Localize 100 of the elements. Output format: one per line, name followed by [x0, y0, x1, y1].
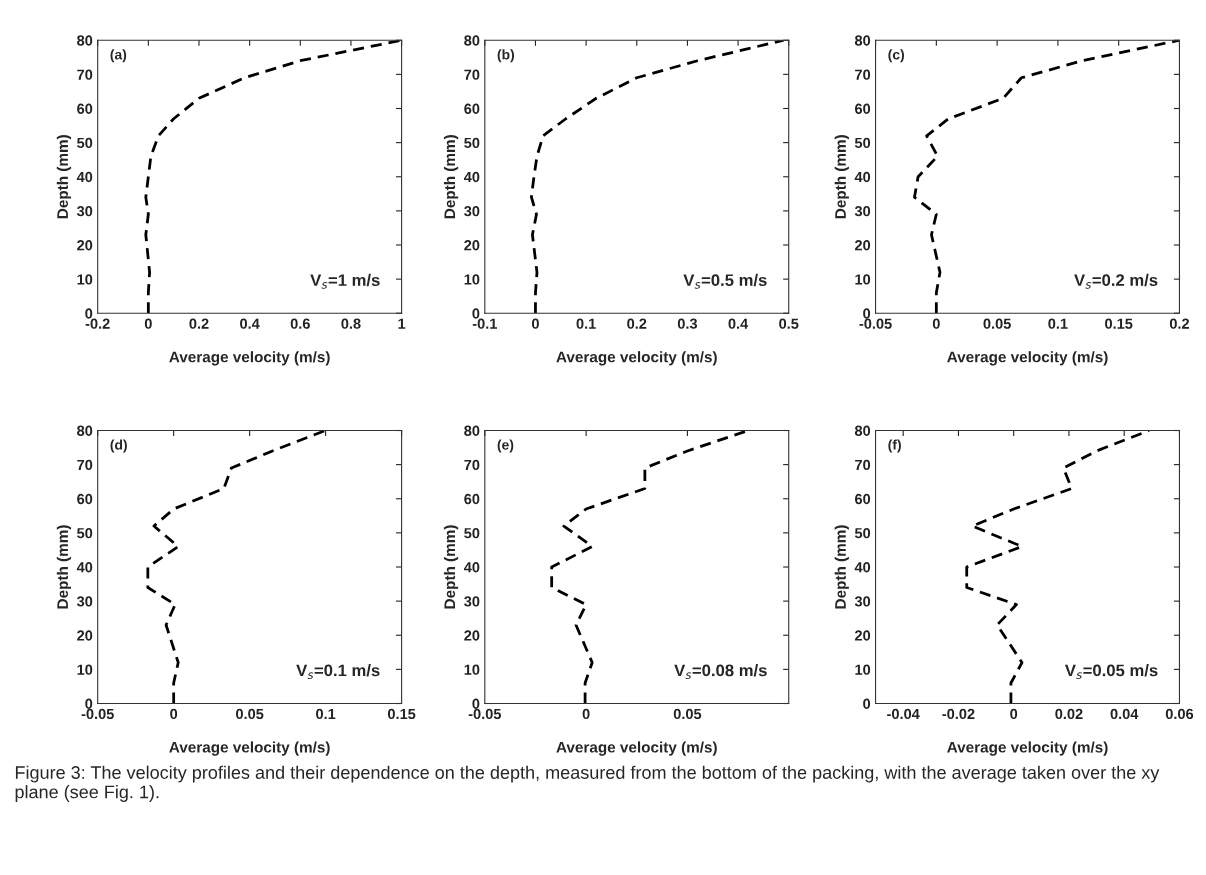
y-tick-label: 80 — [77, 425, 93, 436]
x-axis-title: Average velocity (m/s) — [947, 741, 1108, 756]
y-tick-label: 0 — [863, 308, 871, 319]
y-tick-label: 50 — [464, 137, 480, 149]
y-axis-title: Depth (mm) — [56, 135, 72, 219]
y-tick-label: 40 — [854, 171, 871, 183]
x-tick-label: 0 — [932, 318, 940, 329]
x-tick-label: 0.04 — [1110, 708, 1139, 720]
annotation: (d) — [110, 439, 127, 453]
y-tick-label: 50 — [854, 137, 871, 149]
y-axis-title: Depth (mm) — [443, 135, 459, 219]
x-tick-label: 1 — [398, 318, 406, 329]
y-tick-label: 70 — [855, 459, 871, 471]
caption: Figure 3: The velocity profiles and their dependence on the depth, measured from the bottom of the packing, with the average taken over the xy plane (see Fig. 1). — [15, 765, 1160, 802]
y-tick-label: 0 — [85, 308, 93, 319]
x-tick-label: 0.05 — [673, 708, 702, 720]
x-tick-label: 0.1 — [1048, 318, 1068, 329]
y-tick-label: 0 — [863, 698, 871, 709]
y-tick-label: 0 — [85, 698, 93, 709]
x-tick-label: 0.06 — [1165, 708, 1194, 720]
y-tick-label: 50 — [854, 527, 871, 539]
x-tick-label: -0.1 — [472, 318, 497, 329]
y-axis-title: Depth (mm) — [834, 135, 849, 219]
y-tick-label: 80 — [854, 425, 871, 436]
y-axis-title: Depth (mm) — [834, 525, 849, 609]
x-tick-label: 0.02 — [1055, 708, 1083, 720]
line-series — [530, 40, 786, 314]
y-tick-label: 80 — [77, 35, 93, 46]
y-tick-label: 50 — [77, 527, 93, 539]
y-tick-label: 10 — [464, 274, 480, 285]
y-tick-label: 70 — [855, 69, 871, 80]
y-tick-label: 20 — [854, 630, 871, 641]
x-tick-label: 0 — [531, 318, 539, 329]
y-tick-label: 50 — [464, 527, 480, 539]
x-axis-title: Average velocity (m/s) — [169, 351, 330, 366]
y-tick-label: 40 — [854, 562, 871, 573]
annotation: V$_{s}$=0.05 m/s — [1064, 664, 1158, 680]
y-tick-label: 80 — [464, 35, 480, 46]
y-tick-label: 80 — [464, 425, 480, 436]
x-tick-label: 0 — [170, 708, 178, 720]
x-tick-label: -0.05 — [468, 708, 502, 720]
y-tick-label: 40 — [76, 562, 93, 573]
x-tick-label: 0 — [144, 318, 152, 329]
x-tick-label: -0.2 — [85, 318, 110, 329]
x-tick-label: 0.4 — [728, 318, 749, 329]
annotation: V$_{s}$=0.5 m/s — [683, 273, 767, 289]
y-axis-title: Depth (mm) — [56, 525, 72, 609]
x-axis-title: Average velocity (m/s) — [169, 741, 330, 756]
y-tick-label: 30 — [854, 596, 871, 607]
y-tick-label: 10 — [77, 274, 93, 285]
x-tick-label: 0 — [582, 708, 590, 720]
x-tick-label: -0.05 — [81, 708, 114, 720]
annotation: V$_{s}$=1 m/s — [310, 273, 380, 289]
x-tick-label: 0.3 — [677, 318, 698, 329]
x-tick-label: 0.2 — [1169, 318, 1190, 329]
x-tick-label: 0.05 — [983, 318, 1011, 329]
y-tick-label: 10 — [855, 274, 871, 285]
x-tick-label: 0.15 — [1105, 318, 1133, 329]
y-tick-label: 0 — [472, 308, 480, 319]
y-tick-label: 20 — [464, 240, 480, 251]
y-tick-label: 40 — [76, 171, 93, 183]
x-tick-label: 0.5 — [779, 318, 799, 329]
y-tick-label: 20 — [854, 240, 871, 251]
x-axis-title: Average velocity (m/s) — [556, 351, 717, 366]
x-tick-label: 0.4 — [240, 318, 260, 329]
annotation: V$_{s}$=0.08 m/s — [674, 664, 767, 680]
x-tick-label: 0.8 — [341, 318, 361, 329]
y-tick-label: 40 — [463, 562, 480, 573]
x-tick-label: 0.1 — [576, 318, 596, 329]
y-tick-label: 10 — [464, 664, 480, 675]
y-tick-label: 30 — [464, 205, 480, 217]
y-tick-label: 20 — [464, 630, 480, 641]
y-tick-label: 10 — [855, 664, 871, 675]
x-tick-label: -0.02 — [942, 708, 975, 720]
y-tick-label: 0 — [472, 698, 480, 709]
y-tick-label: 70 — [77, 459, 93, 471]
x-tick-label: 0 — [1010, 708, 1018, 720]
y-tick-label: 70 — [77, 69, 93, 80]
y-tick-label: 80 — [854, 35, 871, 46]
y-tick-label: 70 — [464, 459, 480, 471]
x-tick-label: -0.04 — [887, 708, 920, 720]
annotation: V$_{s}$=0.2 m/s — [1074, 273, 1158, 289]
y-tick-label: 60 — [464, 103, 480, 114]
x-tick-label: 0.6 — [290, 318, 310, 329]
annotation: (f) — [888, 439, 901, 453]
annotation: (e) — [497, 439, 514, 453]
x-tick-label: 0.2 — [189, 318, 209, 329]
x-tick-label: 0.05 — [236, 708, 264, 720]
y-tick-label: 60 — [855, 493, 871, 505]
y-tick-label: 60 — [77, 103, 93, 114]
y-tick-label: 50 — [77, 137, 93, 149]
y-tick-label: 20 — [77, 240, 93, 251]
y-tick-label: 40 — [463, 171, 480, 183]
y-tick-label: 30 — [76, 205, 93, 217]
y-tick-label: 30 — [76, 596, 93, 607]
x-tick-label: 0.2 — [627, 318, 647, 329]
y-tick-label: 60 — [855, 103, 871, 114]
y-tick-label: 70 — [464, 69, 480, 80]
annotation: (c) — [888, 49, 904, 63]
annotation: (b) — [497, 49, 515, 63]
